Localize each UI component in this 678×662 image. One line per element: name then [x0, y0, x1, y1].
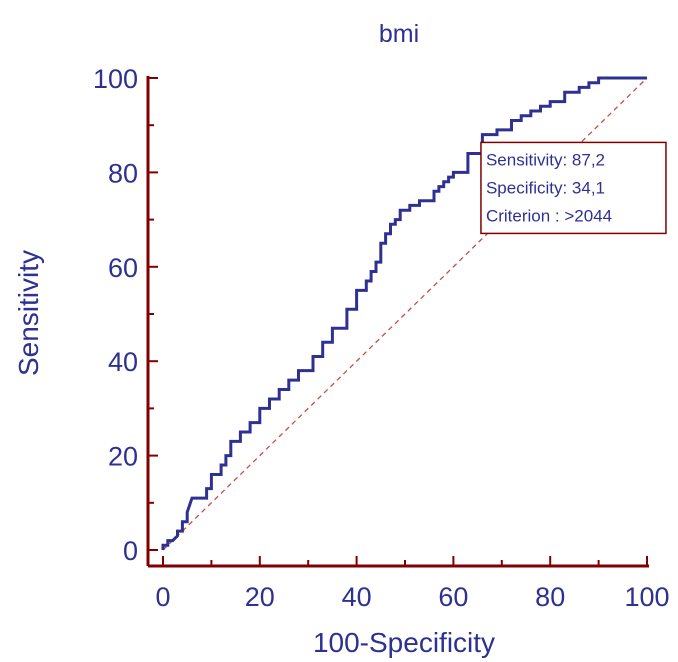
- x-tick-label: 20: [245, 582, 275, 612]
- axis-ticks: 0 20 40 60 80 100 0 20 40 60 80 100: [93, 64, 670, 612]
- annotation-specificity: Specificity: 34,1: [486, 178, 605, 197]
- x-tick-label: 80: [535, 582, 565, 612]
- x-tick-label: 0: [155, 582, 170, 612]
- x-tick-label: 100: [624, 582, 669, 612]
- y-tick-label: 40: [108, 347, 138, 377]
- x-tick-label: 40: [342, 582, 372, 612]
- x-tick-label: 60: [438, 582, 468, 612]
- y-tick-label: 60: [108, 253, 138, 283]
- y-tick-label: 20: [108, 442, 138, 472]
- annotation-box: [480, 141, 667, 235]
- y-axis-label: Sensitivity: [13, 250, 44, 376]
- y-tick-label: 0: [123, 536, 138, 566]
- reference-diagonal: [162, 77, 648, 551]
- criterion-annotation: Sensitivity: 87,2 Specificity: 34,1 Crit…: [480, 141, 667, 235]
- y-tick-label: 80: [108, 158, 138, 188]
- annotation-criterion: Criterion : >2044: [486, 206, 612, 225]
- roc-curve: [161, 76, 647, 550]
- chart-title: bmi: [379, 20, 419, 48]
- annotation-sensitivity: Sensitivity: 87,2: [486, 150, 605, 169]
- x-axis-label: 100-Specificity: [313, 627, 495, 658]
- y-tick-label: 100: [93, 64, 138, 94]
